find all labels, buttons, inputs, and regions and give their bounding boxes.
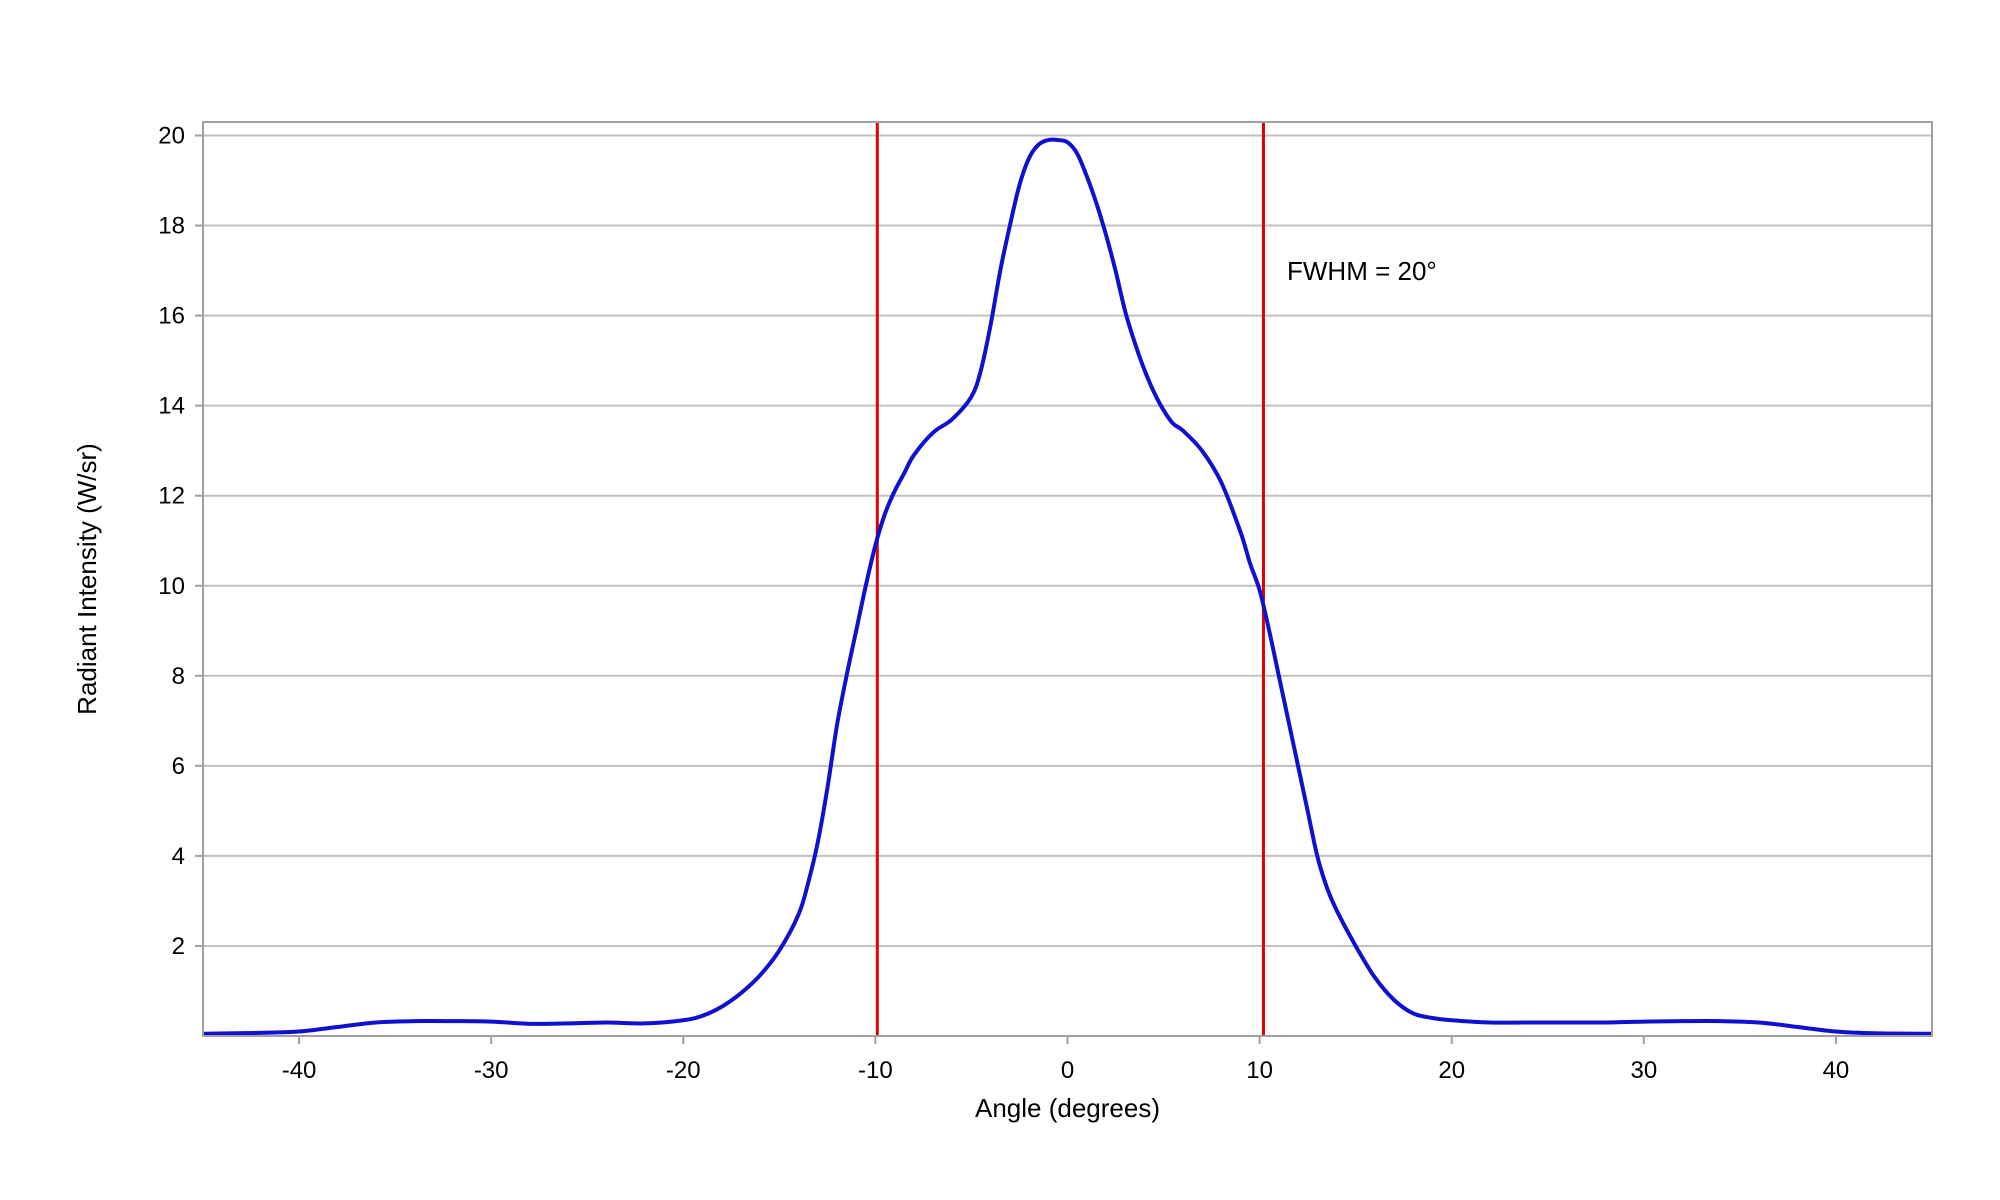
x-tick-label: 0 [1061,1057,1074,1084]
grid [203,134,1932,947]
y-tick-label: 4 [172,843,185,870]
y-tick-label: 6 [172,753,185,780]
fwhm-annotation: FWHM = 20° [1287,256,1437,286]
x-axis-title: Angle (degrees) [975,1093,1160,1123]
plot-frame [202,121,1933,1037]
y-tick-label: 18 [158,213,185,240]
x-tick-label: -10 [858,1057,893,1084]
y-tick-label: 12 [158,483,185,510]
y-axis-title: Radiant Intensity (W/sr) [72,443,102,715]
y-tick-label: 8 [172,663,185,690]
y-tick-label: 20 [158,123,185,150]
x-tick-label: 40 [1823,1057,1850,1084]
y-tick-labels: 2 4 6 8 10 12 14 16 18 20 [158,123,203,960]
y-tick-label: 16 [158,303,185,330]
series-layer [202,137,1933,1036]
x-tick-label: -40 [282,1057,317,1084]
fwhm-markers [875,122,1265,1036]
y-tick-label: 14 [158,393,185,420]
x-tick-label: -30 [474,1057,509,1084]
y-tick-label: 10 [158,573,185,600]
series-line [202,137,1933,1036]
x-tick-label: -20 [666,1057,701,1084]
x-tick-label: 10 [1246,1057,1273,1084]
x-tick-labels: -40 -30 -20 -10 0 10 20 30 40 [282,1036,1850,1084]
y-tick-label: 2 [172,933,185,960]
x-tick-label: 20 [1438,1057,1465,1084]
x-tick-label: 30 [1630,1057,1657,1084]
